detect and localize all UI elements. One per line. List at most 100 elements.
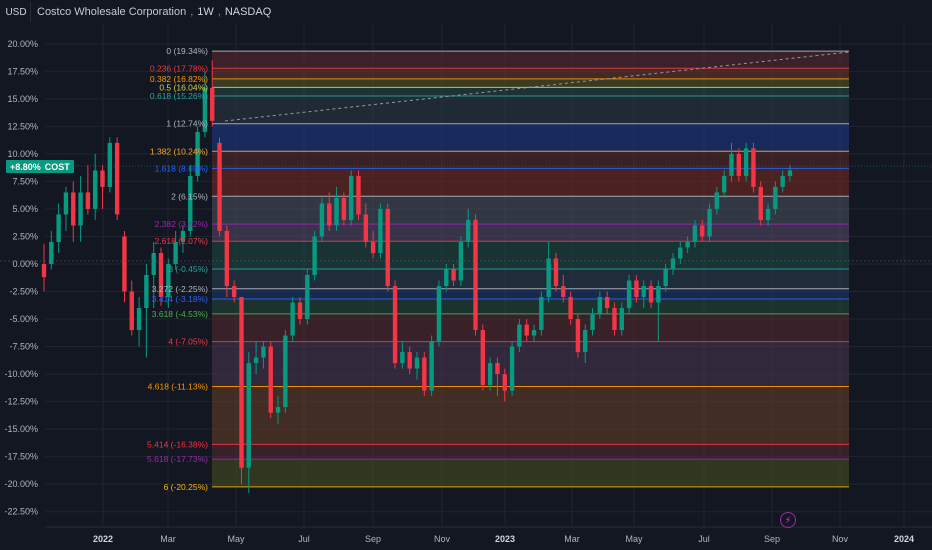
- candle-body: [495, 363, 500, 375]
- fib-level-label: 3.272 (-2.25%): [152, 284, 208, 294]
- price-axis[interactable]: 20.00% 17.50% 15.00% 12.50% 10.00% 7.50% 5.00%…: [4, 39, 38, 517]
- fib-level-label: 1.382 (10.24%): [150, 146, 208, 156]
- fib-level-label: 2.618 (2.07%): [155, 236, 209, 246]
- candle-body: [707, 208, 712, 237]
- candle-body: [122, 236, 127, 292]
- candle-body: [626, 280, 632, 309]
- fib-zone: [212, 288, 849, 299]
- candles: [41, 60, 793, 493]
- fib-zone: [212, 87, 849, 96]
- ticker-label: COST: [44, 161, 70, 172]
- candle-body: [290, 302, 295, 336]
- trend-line[interactable]: [224, 51, 850, 122]
- candle-body: [56, 214, 61, 242]
- separator-2: ,: [217, 6, 221, 18]
- candle-body: [736, 153, 741, 176]
- candle-body: [714, 192, 720, 209]
- candle-body: [583, 330, 588, 353]
- candle-body: [268, 346, 273, 413]
- candle-body: [283, 335, 288, 408]
- candle-body: [188, 175, 193, 231]
- fib-zone: [212, 168, 849, 197]
- candle-body: [436, 286, 442, 342]
- candle-body: [144, 275, 149, 309]
- candle-body: [487, 363, 493, 386]
- candle-body: [480, 330, 486, 386]
- candle-body: [604, 297, 610, 309]
- candle-body: [685, 241, 690, 248]
- candle-body: [136, 308, 142, 331]
- candle-body: [63, 192, 69, 215]
- fib-zone: [212, 196, 849, 225]
- separator-1: ,: [190, 6, 194, 18]
- candle-body: [743, 148, 749, 176]
- fib-zone: [212, 224, 849, 242]
- candle-body: [451, 269, 456, 281]
- fib-zone: [212, 268, 849, 289]
- candle-body: [158, 252, 164, 298]
- candle-body: [261, 346, 266, 358]
- candle-body: [597, 297, 603, 314]
- candle-body: [41, 263, 47, 278]
- current-value-tag: +8.80% COST: [6, 160, 74, 173]
- interval[interactable]: 1W: [197, 6, 214, 18]
- fib-zone: [212, 313, 849, 342]
- y-tick-label: 5.00%: [12, 204, 38, 214]
- fib-level-label: 2.382 (3.62%): [155, 219, 209, 229]
- fib-extension[interactable]: [212, 50, 849, 488]
- candle-body: [539, 297, 544, 331]
- candle-body: [107, 142, 113, 187]
- candle-body: [253, 357, 259, 364]
- candle-body: [210, 87, 215, 121]
- candle-body: [773, 186, 778, 209]
- candle-body: [700, 225, 705, 237]
- fib-labels: 0 (19.34%)0.236 (17.78%)0.382 (16.82%)0.…: [147, 46, 208, 492]
- candle-body: [444, 269, 449, 287]
- candle-body: [319, 203, 325, 237]
- candle-body: [612, 308, 617, 331]
- candle-body: [239, 297, 244, 468]
- candle-body: [327, 203, 332, 226]
- candle-body: [246, 363, 251, 468]
- candle-body: [466, 219, 471, 242]
- y-tick-label: -20.00%: [4, 479, 38, 489]
- x-tick-label: 2023: [495, 534, 515, 544]
- fib-zone: [212, 151, 849, 169]
- x-tick-label: Mar: [160, 534, 176, 544]
- candle-body: [590, 313, 595, 331]
- candle-body: [765, 208, 771, 220]
- fib-level-label: 4 (-7.05%): [168, 337, 208, 347]
- candle-body: [378, 208, 383, 253]
- y-tick-label: -5.00%: [9, 314, 38, 324]
- fib-level-label: 0.236 (17.78%): [150, 63, 208, 73]
- fib-level-label: 2 (6.15%): [171, 191, 208, 201]
- candle-body: [502, 374, 507, 391]
- fib-zone: [212, 298, 849, 314]
- x-tick-label: Jul: [698, 534, 710, 544]
- candle-body: [71, 192, 76, 226]
- x-tick-label: 2022: [93, 534, 113, 544]
- candle-body: [49, 241, 54, 264]
- candle-body: [531, 330, 537, 336]
- currency-button[interactable]: USD: [2, 2, 31, 22]
- candle-body: [429, 341, 434, 391]
- candle-body: [129, 291, 134, 331]
- candle-body: [692, 225, 698, 242]
- candle-body: [553, 258, 559, 287]
- time-axis[interactable]: 2022 Mar May Jul Sep Nov 2023 Mar May Jul Sep Nov 20…: [45, 526, 932, 544]
- candle-body: [93, 170, 98, 209]
- candle-body: [663, 269, 668, 287]
- lightning-icon[interactable]: ⚡: [780, 512, 796, 528]
- candle-body: [524, 324, 529, 336]
- change-value: +8.80%: [10, 161, 41, 172]
- candle-body: [414, 357, 420, 369]
- symbol-name[interactable]: Costco Wholesale Corporation: [37, 6, 187, 18]
- candle-body: [407, 352, 412, 369]
- y-tick-label: 15.00%: [7, 94, 38, 104]
- candle-body: [348, 175, 354, 220]
- candle-body: [641, 286, 646, 298]
- fib-zone: [212, 444, 849, 460]
- fib-level-label: 6 (-20.25%): [164, 482, 209, 492]
- fib-level-label: 0.618 (15.26%): [150, 91, 208, 101]
